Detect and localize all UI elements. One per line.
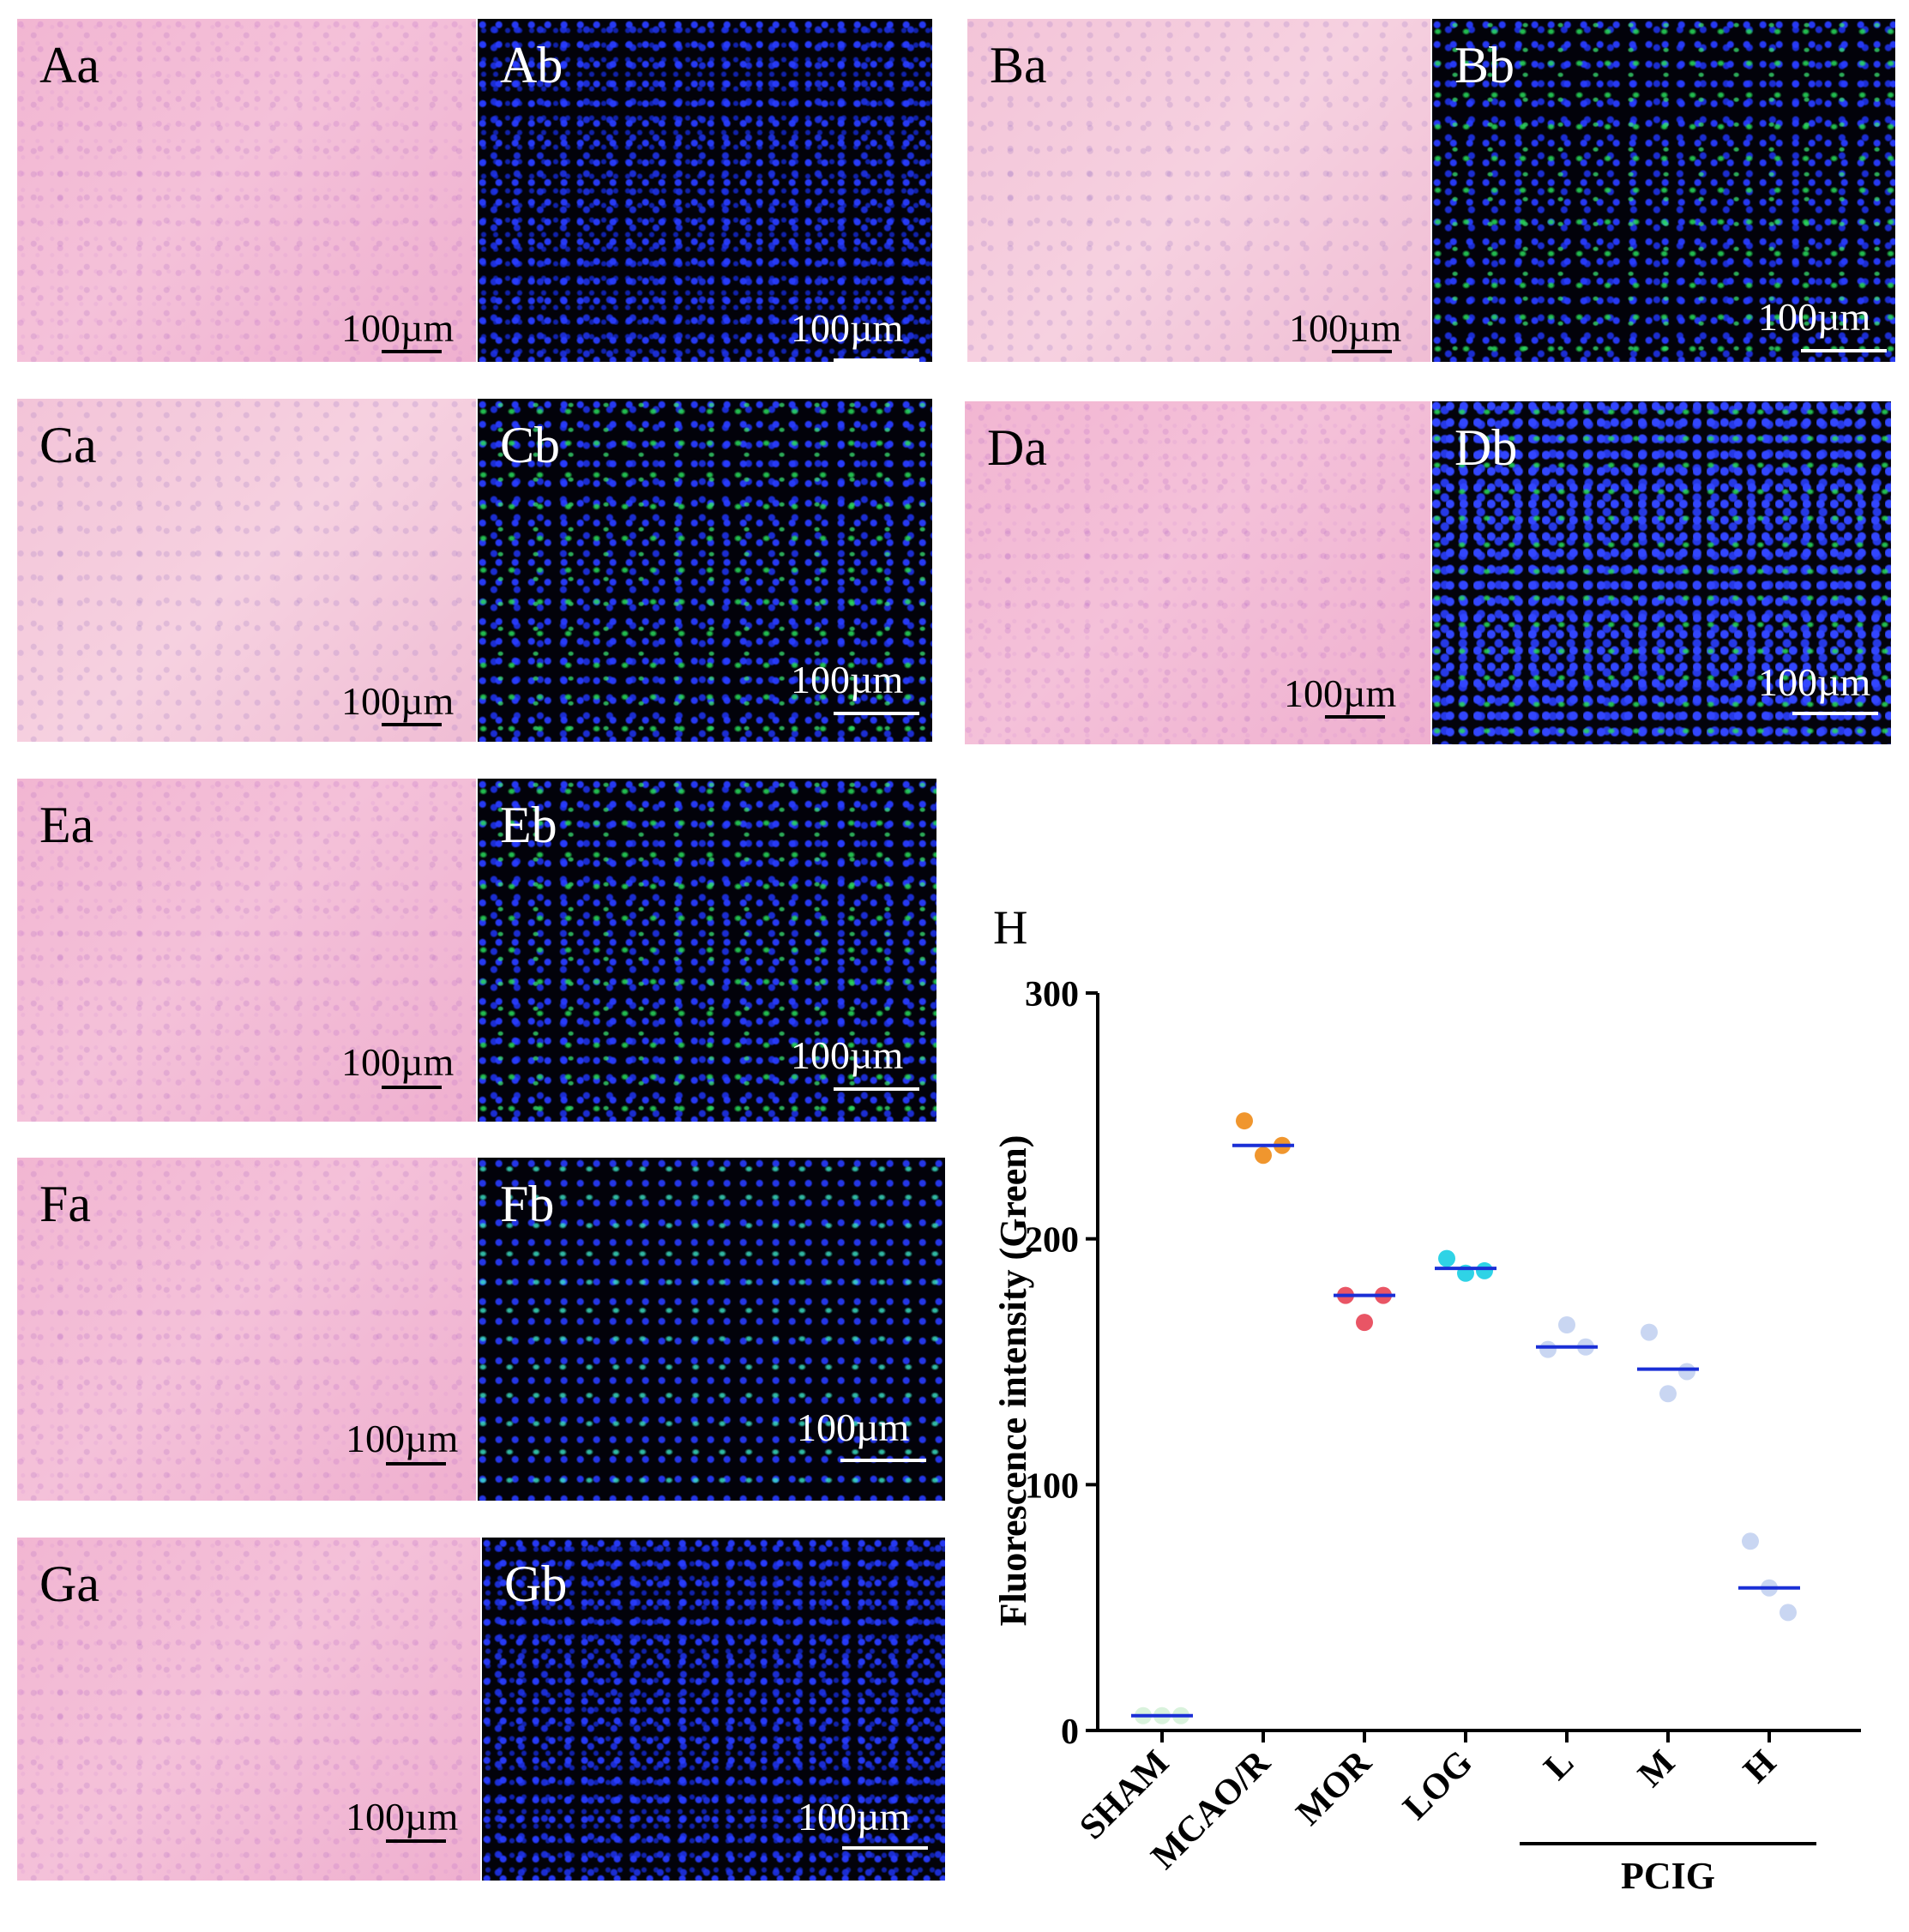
chart-panel-label: H — [993, 901, 1027, 954]
data-point — [1438, 1249, 1455, 1267]
panel-label: Db — [1454, 419, 1518, 476]
fluorescence-chart: H Fluorescence intensity (Green) 0 100 200… — [992, 901, 1861, 1897]
panel-Fa: Fa 100µm — [17, 1158, 476, 1501]
group-label: PCIG — [1621, 1855, 1715, 1897]
panel-Aa: Aa 100µm — [17, 19, 476, 362]
panel-Ca: Ca 100µm — [17, 399, 476, 742]
scale-bar — [834, 1087, 919, 1091]
y-tick-label: 300 — [1025, 975, 1079, 1014]
scale-bar-label: 100µm — [346, 1417, 459, 1460]
scale-bar-label: 100µm — [341, 679, 455, 723]
data-point — [1659, 1385, 1677, 1403]
panel-label: Eb — [500, 797, 557, 853]
panel-Ba: Ba 100µm — [967, 19, 1430, 362]
panel-Bb: Bb 100µm — [1432, 19, 1895, 362]
data-point — [1558, 1316, 1575, 1333]
panel-Cb: Cb 100µm — [478, 399, 932, 742]
panel-label: Fb — [500, 1176, 555, 1232]
data-point — [1255, 1147, 1272, 1165]
scale-bar-label: 100µm — [791, 306, 904, 350]
panel-label: Ba — [990, 37, 1047, 93]
panel-Da: Da 100µm — [965, 401, 1430, 744]
scale-bar-label: 100µm — [798, 1795, 911, 1839]
chart-axes: 0 100 200 300 — [1025, 975, 1861, 1752]
scale-bar — [386, 1839, 446, 1843]
scale-bar — [834, 358, 919, 362]
panel-label: Ga — [39, 1556, 99, 1612]
panel-label: Fa — [39, 1176, 91, 1232]
scale-bar-label: 100µm — [797, 1405, 910, 1449]
panel-Eb: Eb 100µm — [478, 779, 936, 1122]
scale-bar-label: 100µm — [1758, 295, 1871, 339]
chart-marks — [1131, 1112, 1800, 1724]
data-point — [1476, 1261, 1493, 1279]
y-tick-label: 200 — [1025, 1221, 1079, 1261]
x-tick-label: L — [1537, 1743, 1581, 1788]
panel-label: Ab — [500, 37, 563, 93]
scale-bar-label: 100µm — [346, 1795, 459, 1839]
panel-label: Ea — [39, 797, 94, 853]
y-tick-label: 100 — [1025, 1466, 1079, 1506]
panel-Ab: Ab 100µm — [478, 19, 932, 362]
panel-label: Gb — [504, 1556, 568, 1612]
scale-bar — [834, 712, 919, 715]
x-tick-label: MOR — [1289, 1742, 1380, 1833]
panel-Fb: Fb 100µm — [478, 1158, 945, 1501]
panel-label: Cb — [500, 417, 561, 473]
scale-bar-label: 100µm — [341, 306, 455, 350]
y-tick-label: 0 — [1061, 1712, 1079, 1752]
panel-label: Da — [987, 419, 1047, 476]
scale-bar-label: 100µm — [341, 1040, 455, 1084]
data-point — [1678, 1363, 1695, 1381]
scale-bar — [382, 723, 442, 726]
scale-bar — [386, 1462, 446, 1466]
scale-bar-label: 100µm — [791, 658, 904, 701]
scale-bar — [382, 350, 442, 353]
data-point — [1641, 1323, 1658, 1341]
scale-bar — [1332, 350, 1392, 353]
x-tick-label: H — [1736, 1743, 1784, 1791]
panel-label: Aa — [39, 37, 99, 93]
scale-bar — [840, 1459, 926, 1462]
scale-bar — [382, 1086, 442, 1089]
panel-label: Bb — [1454, 37, 1515, 93]
y-axis-label: Fluorescence intensity (Green) — [992, 1135, 1034, 1627]
data-point — [1780, 1604, 1797, 1622]
data-point — [1742, 1532, 1759, 1550]
scale-bar — [1792, 712, 1878, 715]
data-point — [1236, 1112, 1253, 1130]
data-point — [1356, 1314, 1373, 1332]
x-tick-label: LOG — [1396, 1743, 1481, 1828]
scale-bar-label: 100µm — [791, 1033, 904, 1077]
panel-Ea: Ea 100µm — [17, 779, 476, 1122]
scale-bar-label: 100µm — [1758, 660, 1871, 704]
panel-Db: Db 100µm — [1432, 401, 1891, 744]
data-point — [1539, 1340, 1557, 1358]
scale-bar — [1801, 349, 1887, 352]
scale-bar-label: 100µm — [1284, 671, 1397, 715]
pcig-group-bracket: PCIG — [1520, 1842, 1816, 1897]
scale-bar-label: 100µm — [1289, 306, 1402, 350]
scale-bar — [842, 1846, 928, 1850]
panel-Gb: Gb 100µm — [482, 1538, 945, 1881]
panel-Ga: Ga 100µm — [17, 1538, 480, 1881]
panel-label: Ca — [39, 417, 97, 473]
scale-bar — [1325, 715, 1385, 719]
x-tick-label: M — [1631, 1743, 1683, 1796]
